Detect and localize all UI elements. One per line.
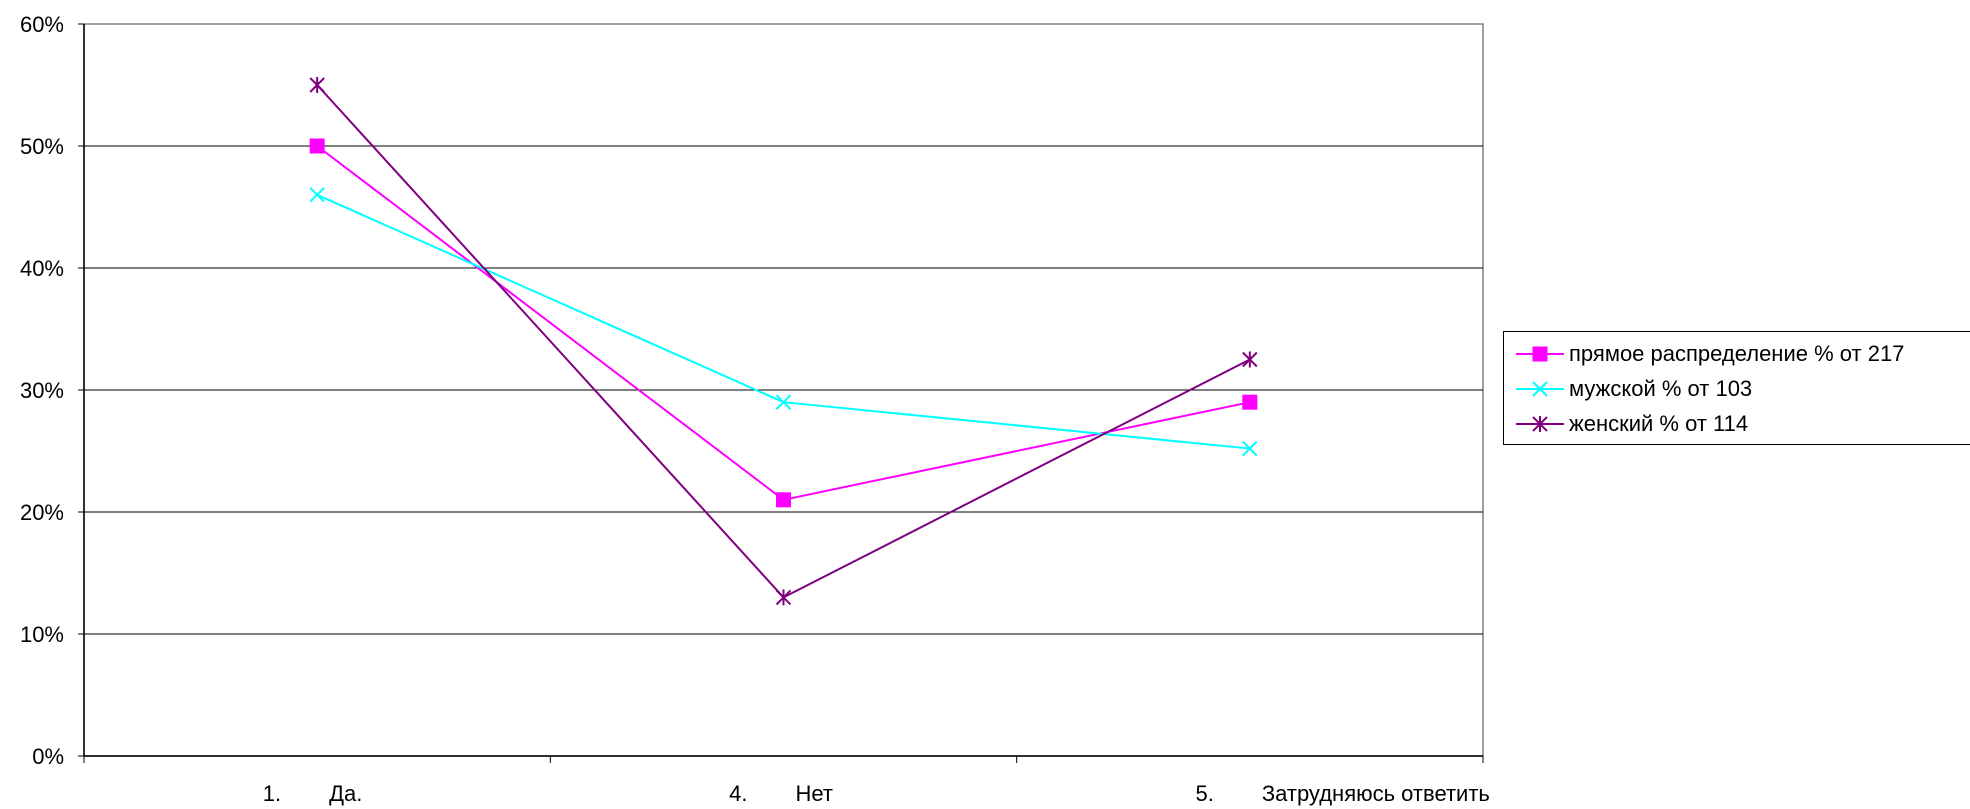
data-point — [1242, 351, 1258, 368]
legend-swatch-female — [1516, 416, 1564, 432]
legend-label-direct: прямое распределение % от 217 — [1569, 341, 1905, 366]
data-point — [1242, 394, 1258, 410]
legend-label-female: женский % от 114 — [1569, 411, 1749, 436]
y-tick-label: 30% — [20, 378, 64, 403]
data-point — [775, 394, 792, 410]
data-point — [776, 492, 791, 508]
legend-item-direct: прямое распределение % от 217 — [1514, 339, 1904, 369]
y-tick-label: 20% — [20, 500, 64, 525]
x-tick-label: Да. — [329, 781, 362, 806]
legend-swatch-male — [1516, 381, 1564, 397]
series-2 — [309, 77, 1258, 606]
data-point — [309, 77, 325, 93]
legend-swatch-direct — [1516, 346, 1564, 362]
y-tick-label: 40% — [20, 256, 64, 281]
legend-marker — [1532, 416, 1548, 432]
x-tick-label: Нет — [796, 781, 833, 806]
data-point — [309, 138, 325, 154]
legend-marker — [1532, 381, 1548, 397]
y-tick-label: 10% — [20, 622, 64, 647]
legend-item-female: женский % от 114 — [1514, 409, 1748, 439]
series-1 — [309, 187, 1258, 457]
y-tick-label: 50% — [20, 134, 64, 159]
legend-item-male: мужской % от 103 — [1514, 374, 1752, 404]
x-tick-number: 5. — [1195, 781, 1213, 806]
y-tick-label: 0% — [32, 744, 64, 769]
x-tick-number: 4. — [729, 781, 747, 806]
data-point — [1242, 440, 1258, 457]
data-point — [309, 187, 325, 203]
legend: прямое распределение % от 217 мужской % … — [1503, 331, 1970, 445]
x-tick-label: Затрудняюсь ответить — [1262, 781, 1490, 806]
legend-marker — [1532, 346, 1548, 362]
data-point — [775, 589, 792, 606]
legend-label-male: мужской % от 103 — [1569, 376, 1753, 401]
y-tick-label: 60% — [20, 12, 64, 37]
x-tick-number: 1. — [263, 781, 281, 806]
